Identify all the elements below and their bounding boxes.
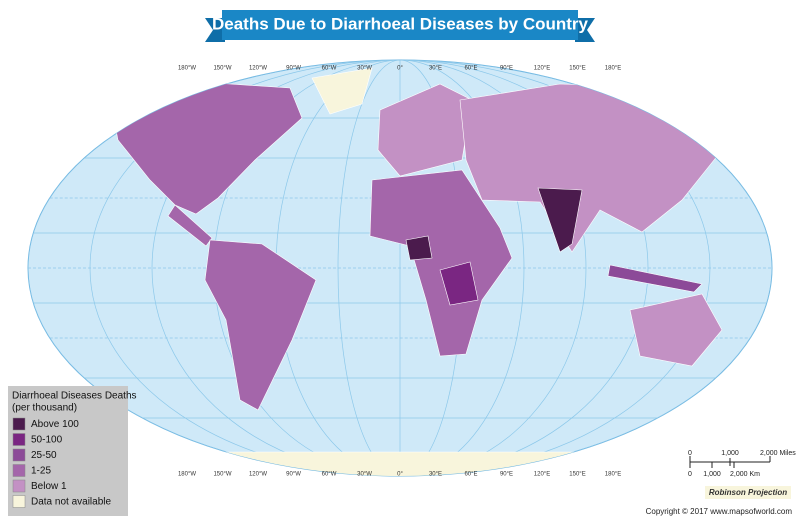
longitude-label: 180°W xyxy=(178,66,196,72)
legend-swatch xyxy=(12,417,26,431)
legend-label: 25-50 xyxy=(31,450,57,461)
projection-box xyxy=(705,486,791,499)
legend-label: 1-25 xyxy=(31,466,51,477)
legend-title: (per thousand) xyxy=(12,403,77,414)
europe xyxy=(377,83,473,177)
longitude-label: 30°W xyxy=(357,472,372,478)
scale-label: 1,000 xyxy=(703,471,721,478)
indonesia xyxy=(607,264,703,293)
longitude-label: 60°E xyxy=(464,66,477,72)
legend-label: Data not available xyxy=(31,497,111,508)
legend-title: Diarrhoeal Diseases Deaths xyxy=(12,391,137,402)
central-america xyxy=(167,204,213,247)
africa xyxy=(369,169,513,357)
title: Deaths Due to Diarrhoeal Diseases by Cou… xyxy=(212,14,589,33)
legend-swatch xyxy=(12,464,26,477)
legend: Diarrhoeal Diseases Deaths (per thousand… xyxy=(8,386,137,516)
longitude-label: 150°E xyxy=(569,472,585,478)
longitude-label: 120°E xyxy=(534,472,550,478)
australia xyxy=(629,293,723,367)
longitude-label: 0° xyxy=(397,472,403,478)
india xyxy=(537,187,583,253)
copyright: Copyright © 2017 www.mapsofworld.com xyxy=(646,507,793,516)
longitude-label: 180°W xyxy=(178,472,196,478)
longitude-labels-bottom: 180°W 150°W 120°W 90°W 60°W 30°W 0° 30°E 60°E 90°… xyxy=(178,472,621,478)
longitude-label: 90°W xyxy=(286,472,301,478)
longitude-label: 150°E xyxy=(569,66,585,72)
scale-label: 1,000 xyxy=(721,450,739,457)
legend-swatch xyxy=(12,479,26,493)
scale-label: 2,000 Miles xyxy=(760,450,796,457)
legend-label: Below 1 xyxy=(31,481,67,492)
south-america xyxy=(204,239,317,411)
north-america xyxy=(109,81,303,215)
longitude-label: 120°E xyxy=(534,66,550,72)
longitude-label: 90°E xyxy=(500,66,513,72)
longitude-label: 90°E xyxy=(500,472,513,478)
legend-swatch xyxy=(12,433,26,446)
legend-swatch xyxy=(12,495,26,508)
projection: Robinson Projection xyxy=(709,488,787,497)
longitude-label: 180°E xyxy=(605,472,621,478)
longitude-label: 60°E xyxy=(464,472,477,478)
scale-bar: 0 1,000 2,000 Miles 0 1,000 2,000 Km xyxy=(688,450,796,478)
longitude-label: 30°E xyxy=(429,66,442,72)
land xyxy=(109,67,723,476)
meridian xyxy=(151,60,401,476)
longitude-label: 120°W xyxy=(249,66,267,72)
longitude-label: 150°W xyxy=(213,66,231,72)
longitude-label: 30°E xyxy=(429,472,442,478)
longitude-label: 30°W xyxy=(357,66,372,72)
legend-box xyxy=(8,386,128,516)
longitude-labels-top: 180°W 150°W 120°W 90°W 60°W 30°W 0° 30°E 60°E 90°… xyxy=(178,66,621,72)
longitude-label: 90°W xyxy=(286,66,301,72)
scale-label: 0 xyxy=(688,471,692,478)
legend-label: 50-100 xyxy=(31,435,63,446)
legend-label: Above 100 xyxy=(31,419,79,430)
scale-label: 2,000 Km xyxy=(730,471,760,478)
longitude-label: 180°E xyxy=(605,66,621,72)
longitude-label: 60°W xyxy=(322,472,337,478)
greenland xyxy=(311,67,373,115)
longitude-label: 120°W xyxy=(249,472,267,478)
longitude-label: 0° xyxy=(397,66,403,72)
central-africa xyxy=(439,261,479,306)
title-banner: Deaths Due to Diarrhoeal Diseases by Cou… xyxy=(205,10,595,42)
nigeria xyxy=(405,235,433,261)
longitude-label: 60°W xyxy=(322,66,337,72)
legend-swatch xyxy=(12,448,26,462)
scale-label: 0 xyxy=(688,450,692,457)
longitude-label: 150°W xyxy=(213,472,231,478)
